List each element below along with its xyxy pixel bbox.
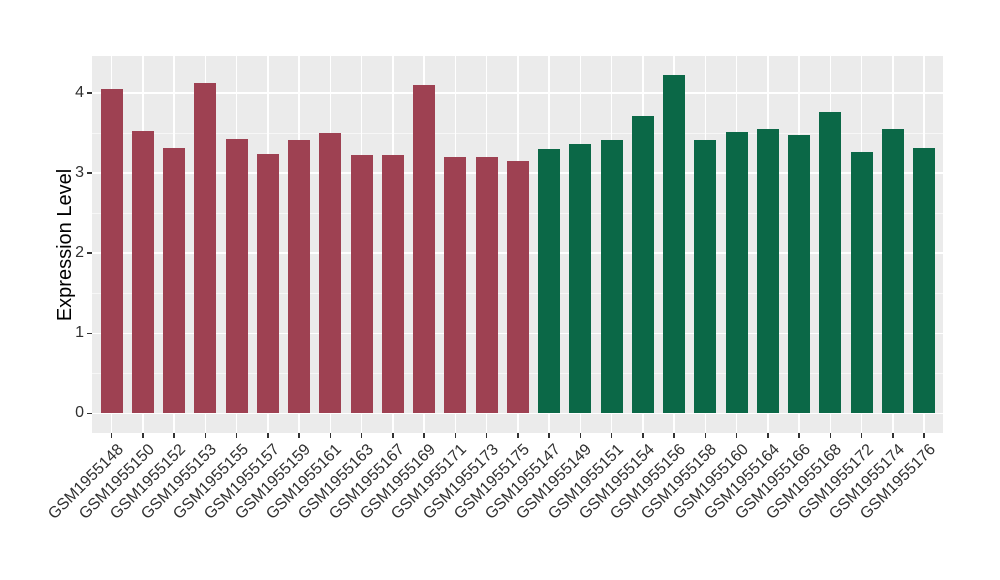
x-tick-mark: [423, 433, 425, 438]
bar-GSM1955175: [506, 161, 529, 414]
bar-GSM1955149: [569, 144, 592, 414]
bar-GSM1955174: [881, 129, 904, 414]
bar-GSM1955159: [288, 140, 311, 414]
y-tick-mark: [87, 252, 92, 254]
x-tick-mark: [267, 433, 269, 438]
x-tick-mark: [329, 433, 332, 438]
y-tick-label-2: 2: [75, 244, 84, 262]
bar-GSM1955167: [381, 155, 404, 414]
bar-GSM1955152: [163, 148, 186, 414]
bar-GSM1955147: [538, 149, 561, 414]
x-tick-mark: [392, 433, 394, 438]
x-tick-mark: [829, 433, 832, 438]
bar-GSM1955154: [631, 116, 654, 414]
x-tick-mark: [767, 433, 769, 438]
bar-GSM1955157: [256, 153, 279, 414]
x-tick-mark: [923, 433, 925, 438]
bar-GSM1955160: [725, 132, 748, 414]
x-tick-mark: [673, 433, 675, 438]
bar-GSM1955176: [913, 148, 936, 414]
y-tick-mark: [87, 92, 92, 94]
y-tick-mark: [87, 332, 92, 335]
x-tick-mark: [235, 433, 238, 438]
x-tick-mark: [860, 433, 863, 438]
x-tick-mark: [485, 433, 488, 438]
x-tick-mark: [798, 433, 800, 438]
bar-GSM1955169: [413, 84, 436, 414]
bar-GSM1955150: [131, 131, 154, 414]
x-tick-mark: [517, 433, 519, 438]
bar-GSM1955171: [444, 157, 467, 414]
bar-GSM1955158: [694, 140, 717, 414]
x-tick-mark: [298, 433, 300, 438]
x-tick-mark: [142, 433, 144, 438]
y-tick-mark: [87, 172, 92, 174]
bar-GSM1955172: [850, 152, 873, 414]
x-tick-mark: [892, 433, 894, 438]
bar-GSM1955173: [475, 157, 498, 414]
x-tick-mark: [704, 433, 707, 438]
x-tick-mark: [110, 433, 113, 438]
y-tick-mark: [87, 412, 92, 415]
bar-GSM1955155: [225, 139, 248, 414]
x-tick-mark: [579, 433, 582, 438]
bar-GSM1955148: [100, 88, 123, 414]
bar-GSM1955163: [350, 155, 373, 414]
bar-GSM1955168: [819, 112, 842, 414]
x-tick-mark: [173, 433, 175, 438]
x-tick-mark: [642, 433, 644, 438]
x-tick-mark: [548, 433, 550, 438]
x-tick-mark: [454, 433, 457, 438]
x-tick-mark: [735, 433, 738, 438]
bar-GSM1955156: [663, 74, 686, 414]
bar-GSM1955151: [600, 140, 623, 414]
bar-GSM1955161: [319, 133, 342, 414]
y-tick-label-1: 1: [75, 324, 84, 342]
y-tick-label-4: 4: [75, 84, 84, 101]
plot-panel: [92, 56, 943, 433]
y-tick-label-0: 0: [75, 404, 84, 422]
bar-GSM1955153: [194, 82, 217, 414]
x-tick-mark: [610, 433, 613, 438]
bar-GSM1955166: [788, 135, 811, 414]
bar-GSM1955164: [756, 129, 779, 414]
x-tick-mark: [204, 433, 207, 438]
x-tick-mark: [360, 433, 363, 438]
y-tick-label-3: 3: [75, 164, 84, 182]
